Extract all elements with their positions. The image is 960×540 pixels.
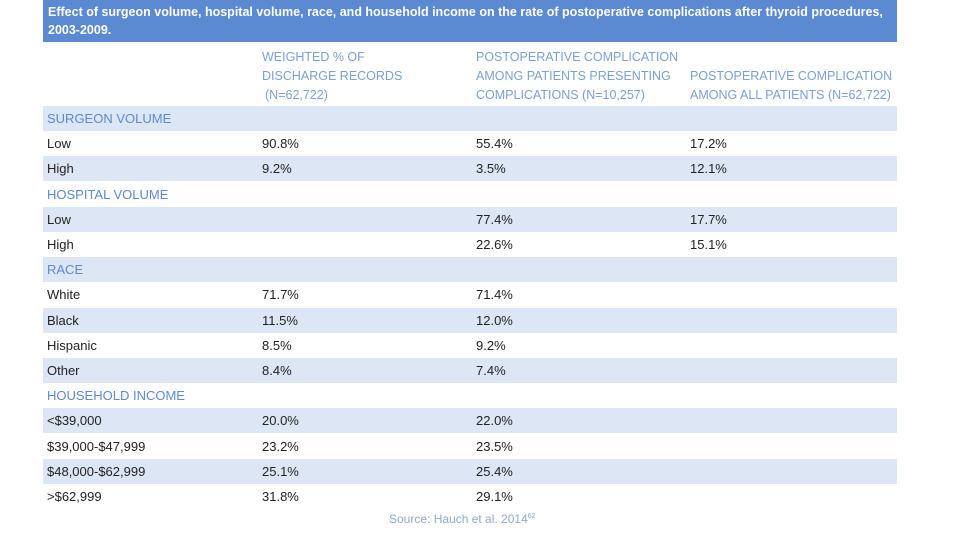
value-cell: 11.5% xyxy=(262,312,298,328)
column-header-complications-presenting: POSTOPERATIVE COMPLICATION AMONG PATIENT… xyxy=(476,48,678,105)
column-header-line: DISCHARGE RECORDS xyxy=(262,69,403,83)
value-cell: 71.7% xyxy=(262,287,299,303)
table-row: Low 90.8% 55.4% 17.2% xyxy=(43,131,897,156)
table-row: Hispanic 8.5% 9.2% xyxy=(43,333,897,358)
source-ref: 62 xyxy=(527,513,536,520)
value-cell: 3.5% xyxy=(476,161,506,177)
column-header-line: COMPLICATIONS (N=10,257) xyxy=(476,88,645,102)
value-cell: 17.7% xyxy=(690,211,727,227)
value-cell: 20.0% xyxy=(262,413,299,429)
row-label: Black xyxy=(47,312,79,328)
row-label: Low xyxy=(47,211,71,227)
value-cell: 8.5% xyxy=(262,337,292,353)
section-header-row: HOSPITAL VOLUME xyxy=(43,182,897,207)
table-row: Low 77.4% 17.7% xyxy=(43,206,897,232)
row-label: Hispanic xyxy=(47,337,97,353)
column-header-weighted: WEIGHTED % OF DISCHARGE RECORDS (N=62,72… xyxy=(262,48,402,105)
table-row: >$62,999 31.8% 29.1% xyxy=(43,484,897,509)
row-label: Low xyxy=(47,136,71,152)
source-note: Source: Hauch et al. 201462 xyxy=(389,512,536,526)
table-row: High 9.2% 3.5% 12.1% xyxy=(43,156,897,182)
column-header-line: AMONG ALL PATIENTS (N=62,722) xyxy=(690,88,891,102)
section-header-row: HOUSEHOLD INCOME xyxy=(43,383,897,408)
value-cell: 55.4% xyxy=(476,136,513,152)
column-header-line: (N=62,722) xyxy=(265,88,328,102)
value-cell: 12.0% xyxy=(476,312,513,328)
column-header-line: AMONG PATIENTS PRESENTING xyxy=(476,69,671,83)
source-text: Source: Hauch et al. 2014 xyxy=(389,512,528,526)
row-label: <$39,000 xyxy=(47,413,102,429)
value-cell: 9.2% xyxy=(262,161,292,177)
section-label: HOUSEHOLD INCOME xyxy=(47,388,185,404)
value-cell: 9.2% xyxy=(476,337,506,353)
section-header-row: RACE xyxy=(43,257,897,283)
value-cell: 23.2% xyxy=(262,438,299,454)
section-label: HOSPITAL VOLUME xyxy=(47,186,169,202)
row-label: High xyxy=(47,161,74,177)
table-row: Black 11.5% 12.0% xyxy=(43,307,897,333)
table-row: High 22.6% 15.1% xyxy=(43,232,897,257)
value-cell: 25.1% xyxy=(262,463,299,479)
value-cell: 77.4% xyxy=(476,211,513,227)
row-label: White xyxy=(47,287,81,303)
table-row: Other 8.4% 7.4% xyxy=(43,358,897,383)
section-label: SURGEON VOLUME xyxy=(47,111,172,126)
value-cell: 8.4% xyxy=(262,363,292,378)
row-label: High xyxy=(47,237,74,252)
column-header-line: POSTOPERATIVE COMPLICATION xyxy=(690,69,893,83)
value-cell: 22.6% xyxy=(476,237,513,252)
value-cell: 23.5% xyxy=(476,438,513,454)
table-title: Effect of surgeon volume, hospital volum… xyxy=(43,0,897,42)
row-label: $39,000-$47,999 xyxy=(47,438,146,454)
section-header-row: SURGEON VOLUME xyxy=(43,106,897,131)
value-cell: 12.1% xyxy=(690,161,727,177)
value-cell: 7.4% xyxy=(476,363,506,378)
column-header-complications-all: POSTOPERATIVE COMPLICATION AMONG ALL PAT… xyxy=(690,67,892,105)
value-cell: 71.4% xyxy=(476,287,513,303)
value-cell: 15.1% xyxy=(690,237,727,252)
value-cell: 90.8% xyxy=(262,136,299,152)
table-row: <$39,000 20.0% 22.0% xyxy=(43,408,897,434)
row-label: Other xyxy=(47,363,80,378)
row-label: >$62,999 xyxy=(47,489,102,504)
value-cell: 17.2% xyxy=(690,136,727,152)
section-label: RACE xyxy=(47,262,84,278)
value-cell: 22.0% xyxy=(476,413,513,429)
column-header-line: WEIGHTED % OF xyxy=(262,50,365,64)
table-row: $39,000-$47,999 23.2% 23.5% xyxy=(43,434,897,459)
column-header-line: POSTOPERATIVE COMPLICATION xyxy=(476,50,679,64)
table-row: White 71.7% 71.4% xyxy=(43,282,897,307)
row-label: $48,000-$62,999 xyxy=(47,463,146,479)
value-cell: 29.1% xyxy=(476,489,513,504)
table-row: $48,000-$62,999 25.1% 25.4% xyxy=(43,458,897,484)
value-cell: 31.8% xyxy=(262,489,299,504)
value-cell: 25.4% xyxy=(476,463,513,479)
